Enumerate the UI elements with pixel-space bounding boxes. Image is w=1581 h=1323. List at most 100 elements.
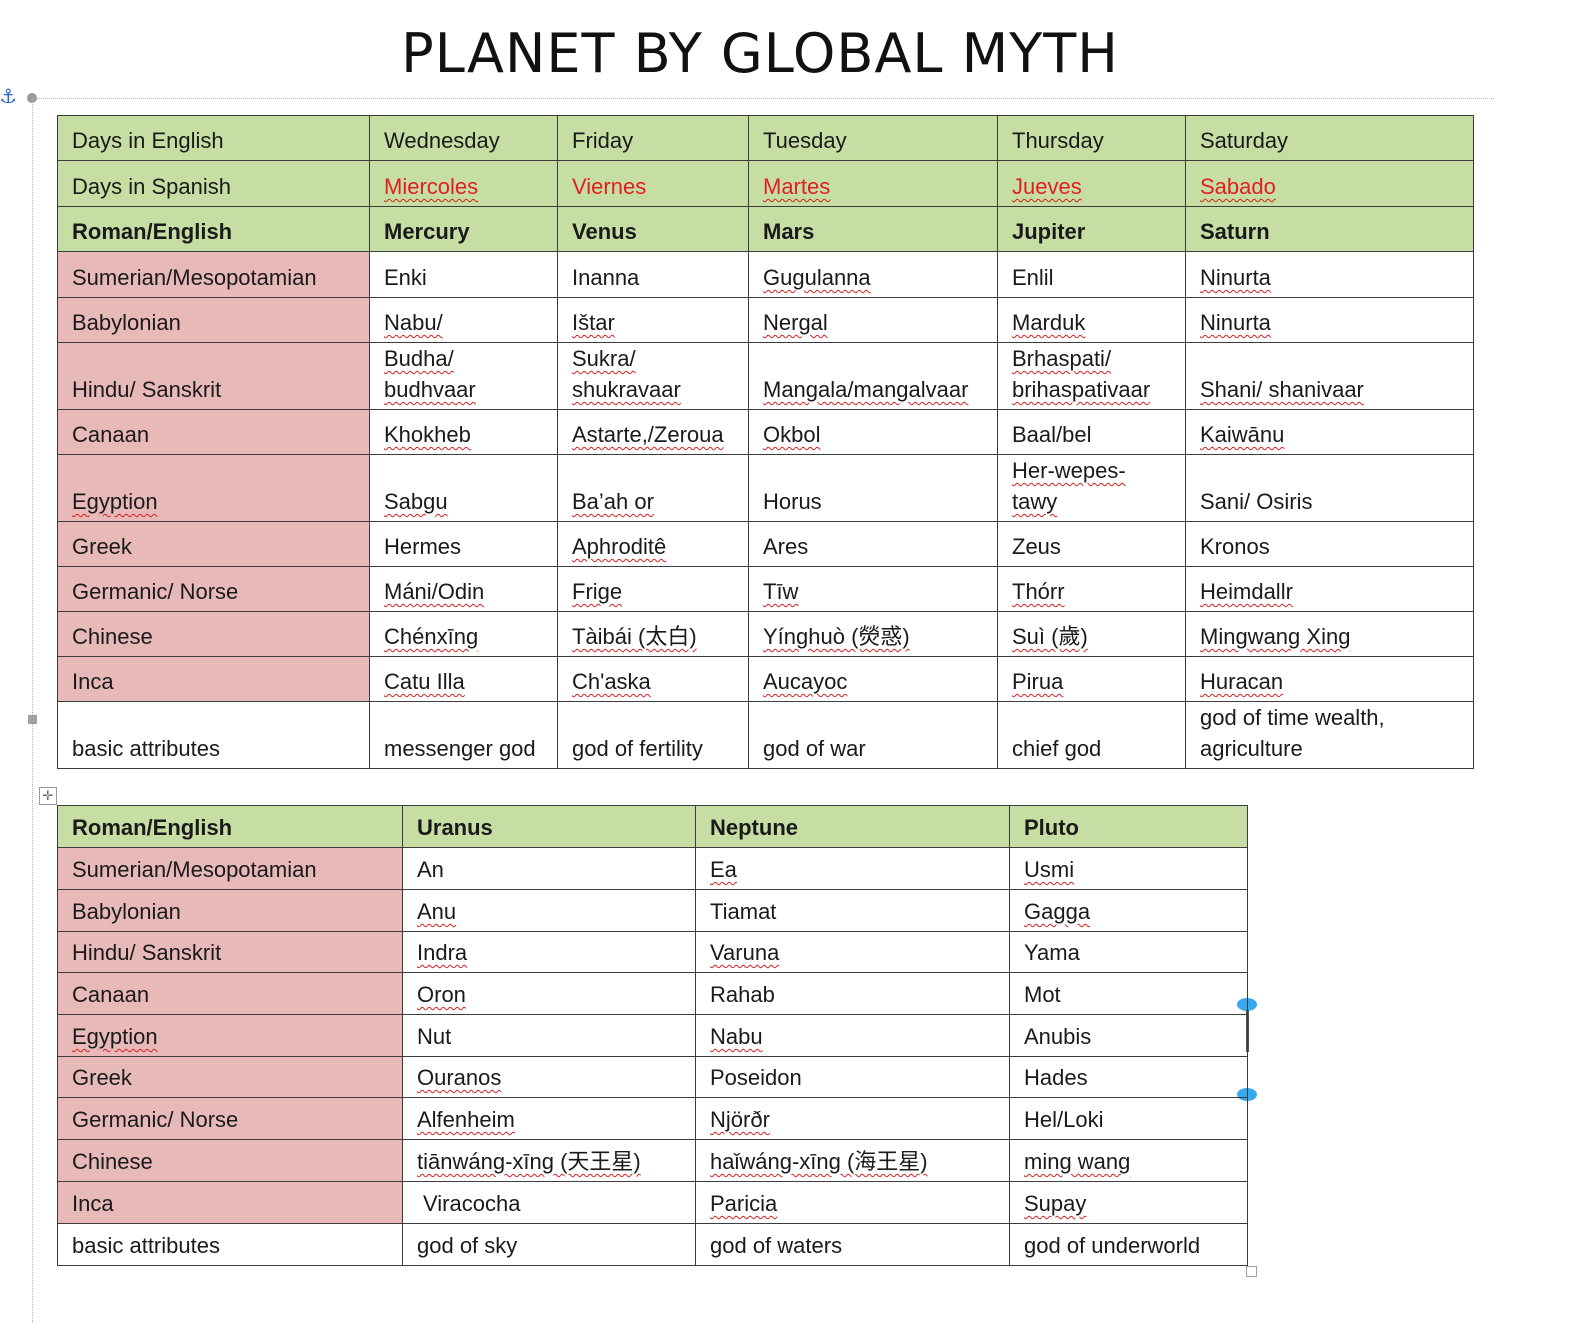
planet-table-outer: Roman/English Uranus Neptune Pluto Sumer… <box>57 805 1248 1266</box>
margin-handle[interactable] <box>28 715 37 724</box>
row-label-babylonian: Babylonian <box>57 297 370 343</box>
table-cell: Ninurta <box>1185 297 1474 343</box>
table-cell: Viernes <box>557 160 749 207</box>
table-cell: Pluto <box>1009 805 1248 848</box>
table-cell: Pirua <box>997 656 1186 702</box>
table-cell: Hermes <box>369 521 558 567</box>
table-row: Roman/English Uranus Neptune Pluto <box>57 805 1248 848</box>
table-cell: god of waters <box>695 1223 1010 1266</box>
table-cell: tiānwáng-xīng (天王星) <box>402 1139 696 1182</box>
row-label-canaan: Canaan <box>57 409 370 455</box>
table-cell: Nabu/ <box>369 297 558 343</box>
table-cell: Nabu <box>695 1014 1010 1057</box>
table-cell: Mangala/mangalvaar <box>748 342 998 410</box>
table-cell: Tàibái (太白) <box>557 611 749 657</box>
table-cell: messenger god <box>369 701 558 769</box>
table-cell: Oron <box>402 972 696 1015</box>
table-row: Inca Viracocha Paricia Supay <box>57 1181 1248 1224</box>
table-cell: Astarte,/Zeroua <box>557 409 749 455</box>
table-cell: Viracocha <box>402 1181 696 1224</box>
table-cell: Kaiwānu <box>1185 409 1474 455</box>
table-cell: Yínghuò (熒惑) <box>748 611 998 657</box>
table-cell: god of time wealth, agriculture <box>1185 701 1474 769</box>
row-label-days-spanish: Days in Spanish <box>57 160 370 207</box>
table-row: Egyption Nut Nabu Anubis <box>57 1014 1248 1057</box>
planet-table-classical: Days in English Wednesday Friday Tuesday… <box>57 115 1474 769</box>
table-cell: Mot <box>1009 972 1248 1015</box>
table-cell: Anubis <box>1009 1014 1248 1057</box>
table-row: basic attributes god of sky god of water… <box>57 1223 1248 1266</box>
table-cell: Jupiter <box>997 206 1186 252</box>
table-move-icon[interactable]: ✛ <box>39 787 57 805</box>
table-cell: Rahab <box>695 972 1010 1015</box>
table-cell: Sabado <box>1185 160 1474 207</box>
table-resize-handle[interactable] <box>1246 1266 1257 1277</box>
table-cell: Nut <box>402 1014 696 1057</box>
table-cell: ming wang <box>1009 1139 1248 1182</box>
row-label-chinese: Chinese <box>57 1139 403 1182</box>
margin-guide-horizontal <box>32 98 1494 99</box>
table-row: Greek Ouranos Poseidon Hades <box>57 1056 1248 1098</box>
table-cell: god of sky <box>402 1223 696 1266</box>
table-row: Sumerian/Mesopotamian Enki Inanna Gugula… <box>57 251 1474 298</box>
table-cell: Tiamat <box>695 889 1010 932</box>
table-cell: Mars <box>748 206 998 252</box>
row-label-sumerian: Sumerian/Mesopotamian <box>57 847 403 890</box>
row-label-hindu: Hindu/ Sanskrit <box>57 342 370 410</box>
table-cell: Miercoles <box>369 160 558 207</box>
table-cell: Friday <box>557 115 749 161</box>
table-cell: Máni/Odin <box>369 566 558 612</box>
table-cell: Martes <box>748 160 998 207</box>
table-cell: Njörðr <box>695 1097 1010 1140</box>
table-cell: Saturday <box>1185 115 1474 161</box>
table-cell: Alfenheim <box>402 1097 696 1140</box>
table-cell: Horus <box>748 454 998 522</box>
table-cell: god of fertility <box>557 701 749 769</box>
table-row: Egyption Sabgu Ba’ah or Horus Her-wepes-… <box>57 454 1474 522</box>
table-row: Babylonian Nabu/ Ištar Nergal Marduk Nin… <box>57 297 1474 343</box>
row-label-inca: Inca <box>57 656 370 702</box>
table-row: Greek Hermes Aphroditê Ares Zeus Kronos <box>57 521 1474 567</box>
row-label-egyption: Egyption <box>57 454 370 522</box>
table-cell: Sani/ Osiris <box>1185 454 1474 522</box>
table-cell: god of underworld <box>1009 1223 1248 1266</box>
row-label-days-english: Days in English <box>57 115 370 161</box>
table-cell: Supay <box>1009 1181 1248 1224</box>
table-cell: Sukra/ shukravaar <box>557 342 749 410</box>
row-resize-guide <box>1246 1010 1249 1052</box>
table-row: Germanic/ Norse Alfenheim Njörðr Hel/Lok… <box>57 1097 1248 1140</box>
table-cell: god of war <box>748 701 998 769</box>
table-cell: Mercury <box>369 206 558 252</box>
table-cell: Ba’ah or <box>557 454 749 522</box>
table-cell: Shani/ shanivaar <box>1185 342 1474 410</box>
table-cell: Enki <box>369 251 558 298</box>
table-cell: Ares <box>748 521 998 567</box>
row-label-attributes: basic attributes <box>57 701 370 769</box>
table-cell: Hades <box>1009 1056 1248 1098</box>
table-cell: Anu <box>402 889 696 932</box>
row-label-canaan: Canaan <box>57 972 403 1015</box>
row-label-germanic: Germanic/ Norse <box>57 566 370 612</box>
table-cell: Paricia <box>695 1181 1010 1224</box>
table-cell: Heimdallr <box>1185 566 1474 612</box>
table-row: Roman/English Mercury Venus Mars Jupiter… <box>57 206 1474 252</box>
table-cell: Brhaspati/ brihaspativaar <box>997 342 1186 410</box>
table-cell: Gagga <box>1009 889 1248 932</box>
table-row: Sumerian/Mesopotamian An Ea Usmi <box>57 847 1248 890</box>
table-row: Germanic/ Norse Máni/Odin Frige Tīw Thór… <box>57 566 1474 612</box>
table-cell: Neptune <box>695 805 1010 848</box>
table-cell: Budha/ budhvaar <box>369 342 558 410</box>
anchor-icon[interactable]: ⚓︎ <box>0 86 17 108</box>
table-cell: Baal/bel <box>997 409 1186 455</box>
table-cell: Poseidon <box>695 1056 1010 1098</box>
table-cell: Ch'aska <box>557 656 749 702</box>
table-row: Canaan Oron Rahab Mot <box>57 972 1248 1015</box>
table-cell: Aucayoc <box>748 656 998 702</box>
table-cell: Ea <box>695 847 1010 890</box>
table-cell: haǐwáng-xīng (海王星) <box>695 1139 1010 1182</box>
table-row: Chinese Chénxīng Tàibái (太白) Yínghuò (熒惑… <box>57 611 1474 657</box>
page-title: PLANET BY GLOBAL MYTH <box>401 22 1119 85</box>
table-cell: Ninurta <box>1185 251 1474 298</box>
table-row: Days in Spanish Miercoles Viernes Martes… <box>57 160 1474 207</box>
table-cell: Aphroditê <box>557 521 749 567</box>
